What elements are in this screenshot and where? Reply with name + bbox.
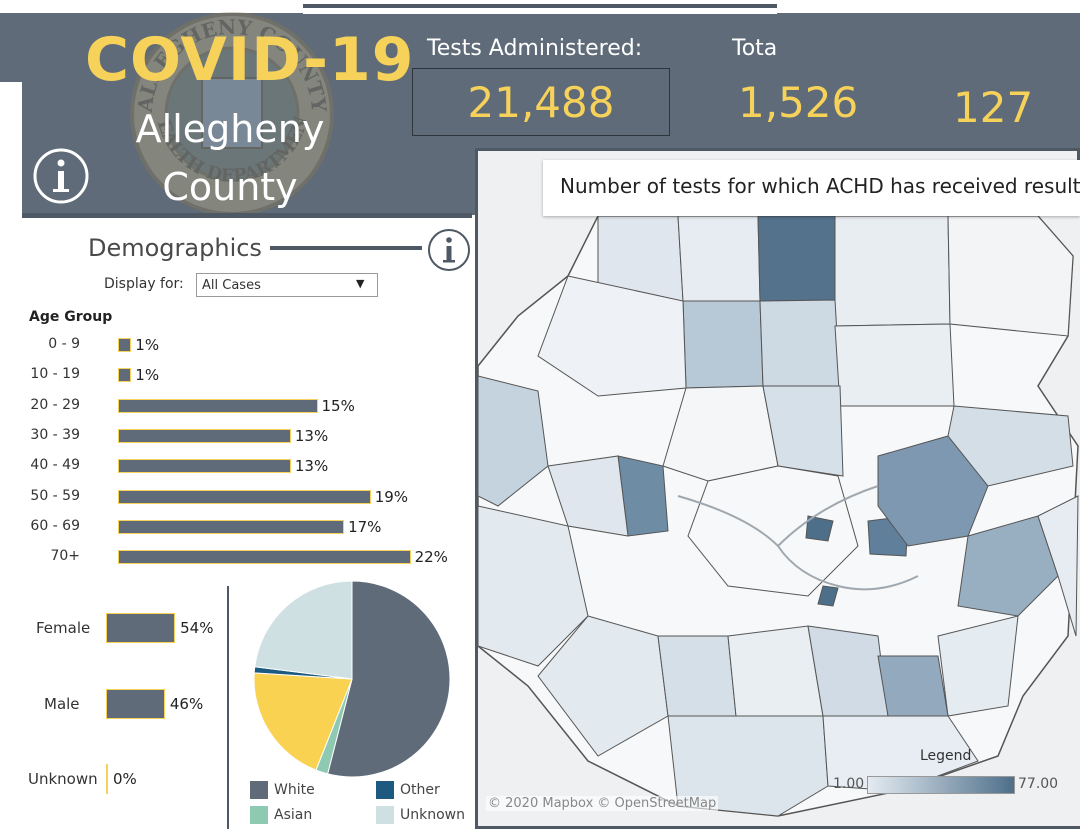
tests-administered-value: 21,488 — [467, 78, 615, 127]
gender-pct: 46% — [169, 695, 204, 713]
legend-label-white: White — [274, 782, 315, 798]
display-for-dropdown[interactable] — [196, 273, 378, 297]
gender-bar[interactable] — [106, 613, 176, 643]
age-group-label: 30 - 39 — [30, 426, 80, 443]
county-seal-logo: ALLEGHENY COUNTY HEALTH DEPARTMENT — [122, 8, 334, 216]
gender-bar[interactable] — [106, 689, 165, 719]
hospitalizations-value: 127 — [953, 83, 1034, 132]
map-title: Number of tests for which ACHD has recei… — [560, 174, 1080, 198]
age-group-label: 0 - 9 — [48, 336, 80, 352]
age-group-bar[interactable] — [118, 519, 345, 534]
pie-slice-white[interactable] — [327, 580, 451, 778]
age-group-header: Age Group — [29, 309, 113, 325]
age-group-pct: 1% — [135, 366, 160, 385]
header-top-rule — [303, 4, 777, 8]
age-group-bar[interactable] — [118, 368, 132, 383]
map-legend-min: 1.00 — [833, 776, 865, 792]
header-top-rule-gap — [303, 11, 777, 14]
demographics-title: Demographics — [88, 234, 262, 262]
dropdown-arrow-icon[interactable]: ▼ — [356, 277, 365, 290]
age-group-bar[interactable] — [118, 489, 371, 504]
age-group-bar[interactable] — [118, 398, 318, 413]
header-bottom-rule — [22, 213, 472, 218]
age-group-pct: 19% — [374, 487, 409, 506]
gender-pct: 0% — [113, 770, 137, 788]
display-for-label: Display for: — [104, 276, 184, 292]
age-group-pct: 22% — [414, 548, 448, 567]
legend-label-unknown: Unknown — [400, 807, 465, 823]
total-cases-label: Tota — [732, 36, 778, 61]
legend-label-other: Other — [400, 782, 440, 798]
age-group-bar[interactable] — [118, 459, 291, 474]
county-name-line1: Allegheny — [135, 107, 325, 151]
age-group-pct: 1% — [135, 336, 160, 354]
county-name-line2: County — [162, 165, 298, 209]
panel-divider — [472, 215, 475, 829]
header-left-notch — [0, 82, 22, 222]
age-group-pct: 15% — [321, 396, 355, 415]
age-group-label: 20 - 29 — [30, 396, 80, 413]
gender-label: Unknown — [28, 770, 98, 788]
legend-swatch-other — [376, 781, 394, 799]
tests-administered-label: Tests Administered: — [427, 36, 643, 61]
county-choropleth-map[interactable] — [478, 216, 1080, 826]
legend-swatch-white — [250, 781, 268, 799]
demographics-divider — [227, 586, 229, 829]
age-group-pct: 13% — [294, 457, 329, 476]
age-group-label: 40 - 49 — [30, 457, 80, 474]
legend-label-asian: Asian — [274, 807, 313, 823]
age-group-bar[interactable] — [118, 550, 411, 565]
total-cases-value: 1,526 — [738, 78, 859, 127]
age-group-label: 50 - 59 — [30, 487, 80, 504]
map-attribution-link[interactable]: © 2020 Mapbox © OpenStreetMap — [486, 796, 719, 811]
age-group-label: 10 - 19 — [30, 366, 80, 383]
info-icon[interactable] — [32, 147, 90, 205]
race-pie-chart — [253, 580, 451, 778]
age-group-pct: 17% — [348, 517, 382, 536]
gender-label: Male — [44, 695, 80, 713]
dashboard-title: COVID-19 — [85, 25, 415, 95]
display-for-value[interactable]: All Cases — [202, 278, 261, 293]
age-group-bar[interactable] — [118, 428, 291, 443]
demographics-rule — [270, 246, 422, 250]
gender-label: Female — [36, 619, 91, 637]
legend-swatch-unknown — [376, 806, 394, 824]
age-group-pct: 13% — [294, 426, 329, 445]
map-legend-max: 77.00 — [1018, 776, 1059, 792]
age-group-label: 60 - 69 — [30, 517, 80, 534]
map-legend-label: Legend — [920, 748, 972, 764]
map-legend-gradient — [867, 776, 1015, 794]
county-name: Allegheny County — [130, 100, 330, 216]
map-title-box — [543, 160, 1080, 216]
gender-pct: 54% — [180, 619, 214, 637]
pie-slice-unknown[interactable] — [254, 580, 353, 680]
pie-slice-black[interactable] — [253, 672, 353, 771]
demographics-info-icon[interactable] — [427, 228, 471, 272]
tests-administered-box — [412, 68, 670, 136]
gender-bar[interactable] — [106, 764, 108, 794]
age-group-label: 70+ — [50, 548, 80, 565]
age-group-bar[interactable] — [118, 338, 132, 352]
legend-swatch-asian — [250, 806, 268, 824]
